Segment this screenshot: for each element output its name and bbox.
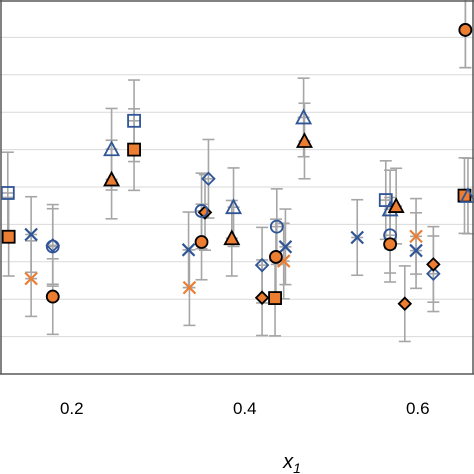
circle-marker: [383, 237, 397, 252]
cross-marker: [182, 280, 197, 295]
triangle-marker: [223, 229, 241, 246]
error-bars: [1, 0, 474, 343]
diamond-marker: [45, 238, 61, 253]
diamond-marker: [426, 257, 441, 272]
cross-marker: [409, 243, 423, 258]
circle-marker: [194, 204, 209, 218]
square-marker: [0, 186, 15, 200]
x-axis-label-subscript: 1: [293, 460, 301, 474]
data-markers: [0, 23, 474, 311]
x-tick-label: 0.2: [60, 399, 84, 418]
square-marker: [127, 113, 141, 128]
diamond-marker: [397, 296, 413, 311]
circle-marker: [269, 250, 283, 264]
square-marker: [268, 291, 282, 305]
circle-marker: [45, 239, 60, 254]
triangle-marker: [295, 132, 313, 148]
triangle-marker: [295, 108, 313, 125]
diamond-marker: [201, 171, 216, 187]
circle-marker: [458, 23, 473, 37]
cross-marker: [350, 230, 365, 245]
circle-marker: [45, 289, 60, 304]
triangle-marker: [103, 140, 121, 157]
triangle-marker: [459, 187, 474, 203]
cross-marker: [409, 229, 423, 244]
triangle-marker: [225, 198, 243, 215]
circle-marker: [194, 235, 209, 249]
x-tick-label: 0.6: [406, 399, 430, 418]
error-bar: [1, 151, 14, 235]
cross-marker: [278, 240, 293, 254]
cross-marker: [181, 243, 196, 257]
square-marker: [127, 142, 141, 157]
square-marker: [378, 193, 393, 207]
gridlines: [0, 36, 474, 338]
x-tick-label: 0.4: [233, 399, 257, 418]
x-axis-label: x1: [282, 451, 301, 474]
x-tick-labels: 0.2 0.4 0.6: [60, 399, 430, 418]
square-marker: [1, 229, 16, 244]
triangle-marker: [387, 197, 405, 213]
cross-marker: [24, 271, 38, 286]
diamond-marker: [254, 257, 270, 273]
diamond-marker: [426, 266, 441, 282]
x-axis-label-main: x: [282, 451, 294, 473]
circle-marker: [269, 219, 284, 234]
cross-marker: [24, 227, 38, 242]
diamond-marker: [254, 290, 270, 305]
triangle-marker: [103, 170, 121, 187]
